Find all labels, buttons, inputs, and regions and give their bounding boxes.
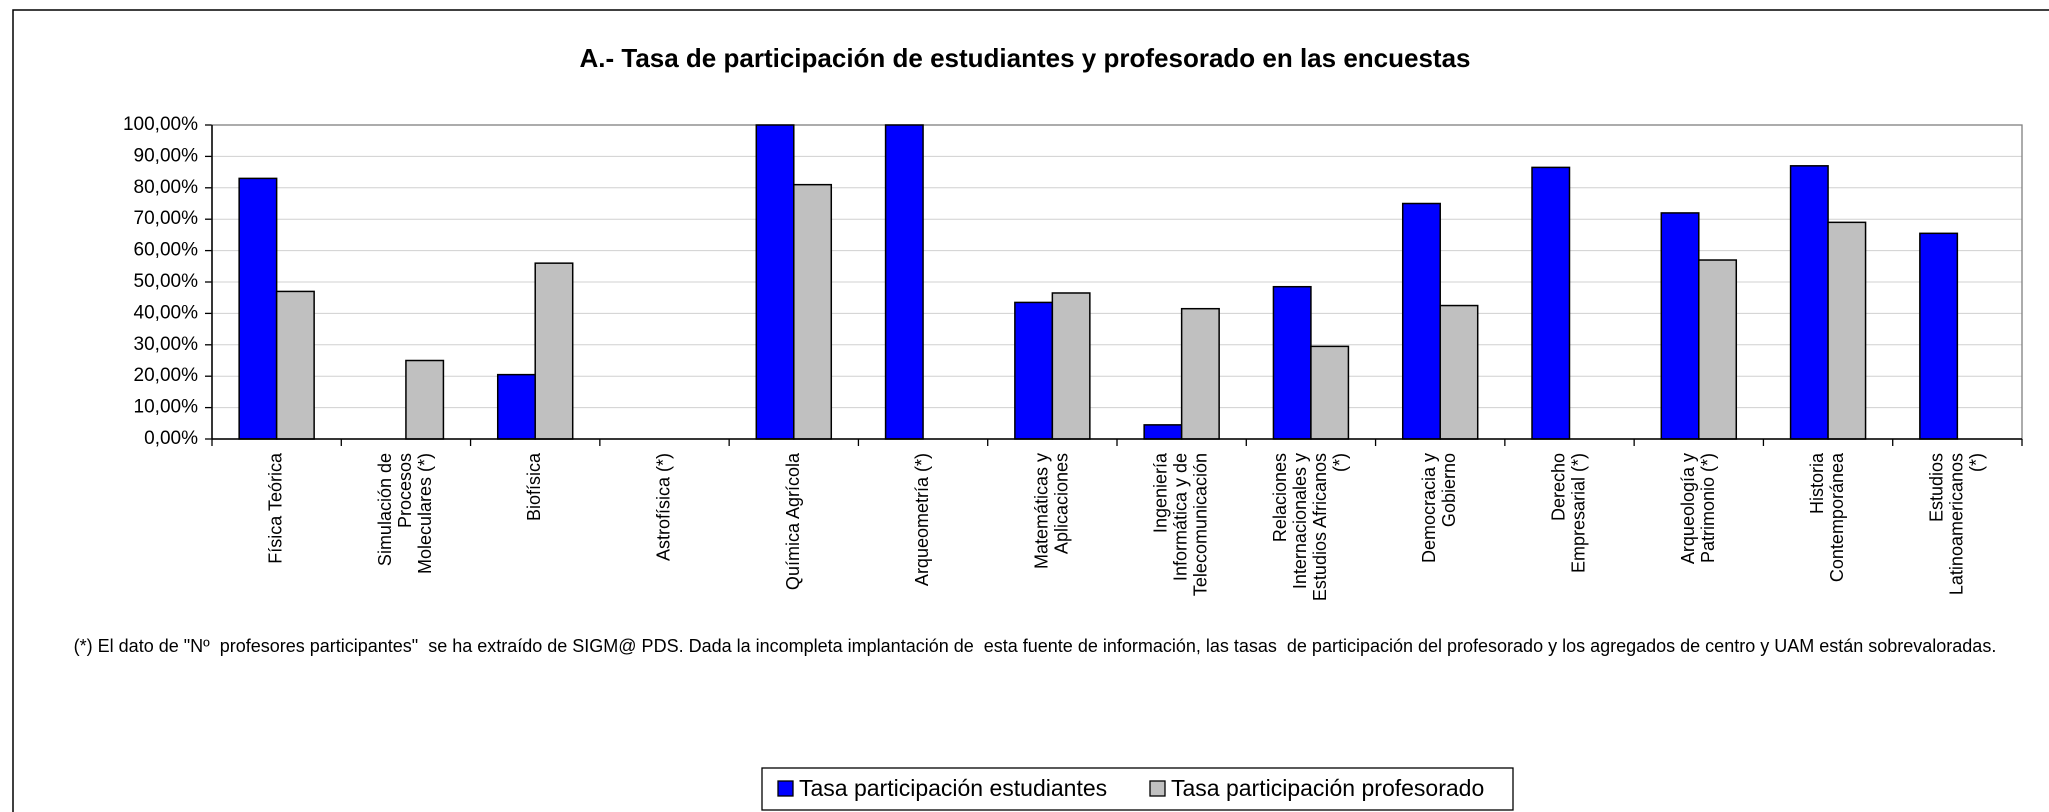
bar — [884, 124, 924, 440]
bar — [1439, 304, 1479, 440]
bar — [238, 177, 278, 440]
bar — [1531, 166, 1571, 440]
y-tick-label: 50,00% — [134, 271, 199, 292]
x-tick-label: Biofísica — [524, 452, 544, 521]
x-tick-label: Arqueometría (*) — [912, 453, 932, 586]
x-tick-label: RelacionesInternacionales yEstudios Afri… — [1270, 453, 1350, 601]
y-tick-label: 30,00% — [134, 334, 199, 355]
y-tick-label: 20,00% — [134, 365, 199, 386]
bar — [1698, 259, 1738, 440]
bar — [1919, 232, 1959, 440]
chart-title: A.- Tasa de participación de estudiantes… — [579, 43, 1470, 73]
bar — [1660, 212, 1700, 440]
x-tick-label: Química Agrícola — [783, 452, 803, 590]
legend-swatch — [777, 780, 794, 797]
bar — [1051, 292, 1091, 440]
footnote: (*) El dato de "Nº profesores participan… — [73, 636, 1997, 656]
y-tick-label: 90,00% — [134, 145, 199, 166]
bar — [1827, 221, 1867, 440]
y-tick-label: 0,00% — [144, 428, 198, 449]
bar — [1401, 202, 1441, 440]
x-tick-label: Astrofísica (*) — [653, 453, 673, 561]
bar — [275, 290, 315, 440]
y-tick-label: 80,00% — [134, 177, 199, 198]
legend-box — [761, 767, 1514, 811]
bar — [1272, 285, 1312, 440]
bar — [405, 359, 445, 440]
x-tick-label: IngenieríaInformática y deTelecomunicaci… — [1150, 452, 1210, 596]
bar — [1789, 165, 1829, 440]
bar — [793, 183, 833, 440]
y-tick-label: 60,00% — [134, 240, 199, 261]
x-tick-label: HistoriaContemporánea — [1807, 452, 1847, 582]
frame — [12, 9, 2049, 812]
x-tick-label: Física Teórica — [265, 452, 285, 564]
x-tick-label: EstudiosLatinoamericanos(*) — [1926, 453, 1986, 595]
legend-label: Tasa participación profesorado — [1171, 775, 1484, 801]
bar — [1143, 424, 1183, 440]
y-tick-label: 40,00% — [134, 302, 199, 323]
bar — [1014, 301, 1054, 440]
y-tick-label: 100,00% — [123, 114, 198, 135]
x-tick-label: DerechoEmpresarial (*) — [1548, 453, 1588, 573]
bar — [1180, 307, 1220, 440]
x-tick-label: Arqueología yPatrimonio (*) — [1678, 453, 1718, 564]
legend-label: Tasa participación estudiantes — [799, 775, 1107, 801]
legend-swatch — [1149, 780, 1166, 797]
x-tick-label: Simulación deProcesosMoleculares (*) — [375, 453, 435, 574]
y-tick-label: 10,00% — [134, 397, 199, 418]
bar — [1310, 345, 1350, 440]
x-tick-label: Matemáticas yAplicaciones — [1031, 453, 1071, 569]
bar — [496, 373, 536, 440]
y-tick-label: 70,00% — [134, 208, 199, 229]
x-tick-label: Democracia yGobierno — [1419, 453, 1459, 563]
bar — [755, 124, 795, 440]
bar — [534, 262, 574, 440]
